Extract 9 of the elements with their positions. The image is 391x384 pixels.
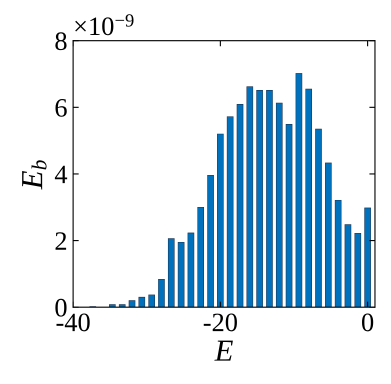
y-tick-label: 6 <box>56 99 67 117</box>
text: ×10$^{−9}$ <box>75 14 134 36</box>
y-tick-label: 2 <box>56 232 66 250</box>
x-axis-title: E <box>214 340 233 361</box>
x-tick-label: 0 <box>362 314 374 332</box>
y-tick-label: 8 <box>55 32 67 50</box>
y-axis-title: E$_{b}$ <box>22 160 47 190</box>
y-tick-label: 4 <box>54 166 68 184</box>
x-tick-label: -20 <box>204 314 237 332</box>
